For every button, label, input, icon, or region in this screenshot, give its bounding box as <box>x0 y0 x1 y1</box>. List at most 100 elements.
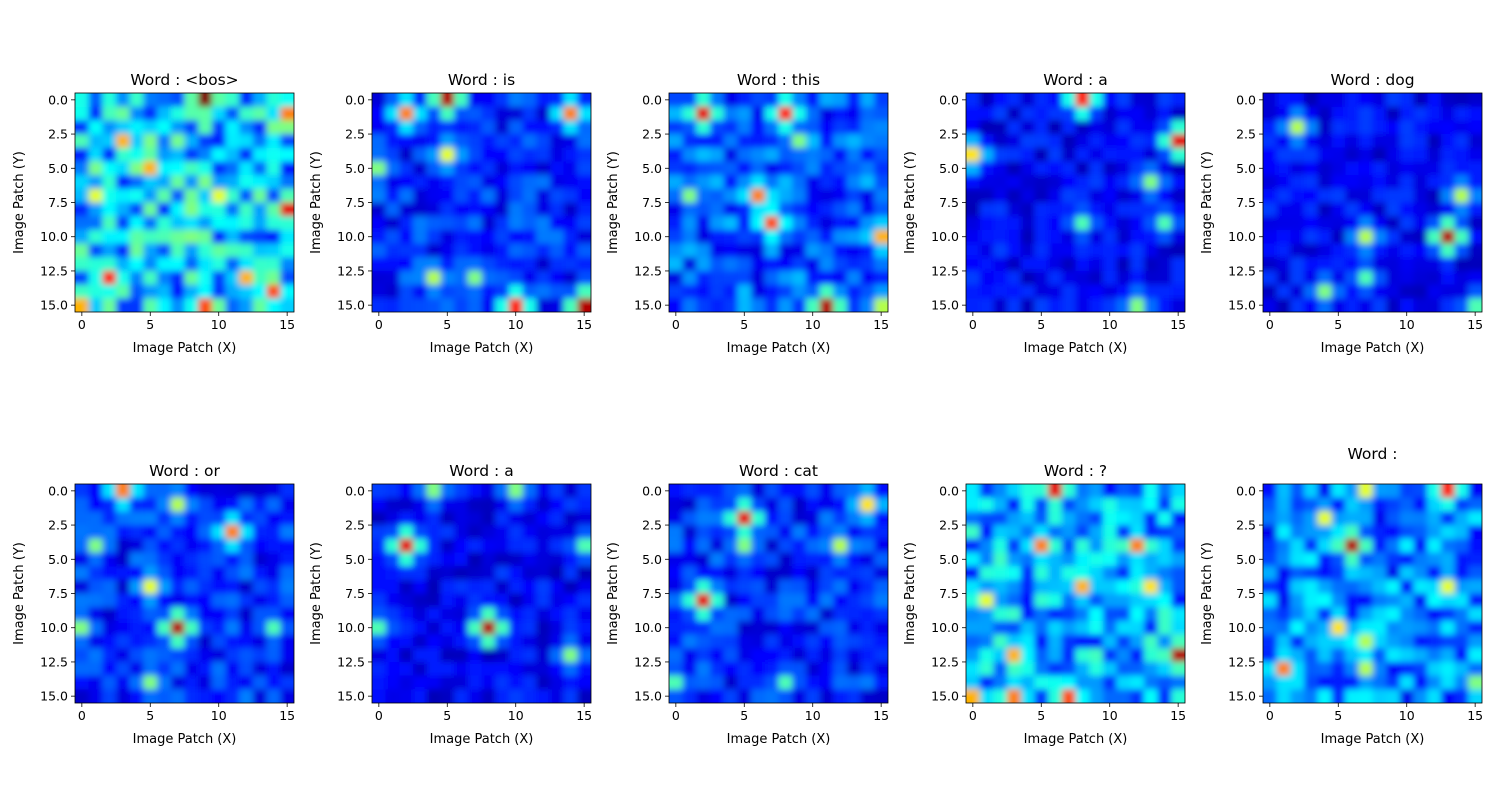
heatmap-cell <box>413 257 428 272</box>
heatmap-cell <box>1399 538 1415 554</box>
heatmap-cell <box>170 689 186 703</box>
heatmap-cell <box>226 312 240 326</box>
heatmap-cell <box>805 689 821 703</box>
heatmap-cell <box>1276 566 1291 581</box>
heatmap-cell <box>1440 538 1456 554</box>
x-tick-label: 15 <box>1170 708 1186 723</box>
heatmap-cell <box>1102 161 1118 176</box>
heatmap-cell <box>683 703 697 717</box>
heatmap-cell <box>966 270 981 286</box>
heatmap-cell <box>1399 120 1415 135</box>
heatmap-cell <box>874 298 888 312</box>
heatmap-cell <box>1089 106 1104 121</box>
heatmap-cell <box>1143 538 1159 554</box>
heatmap-cell <box>682 147 697 163</box>
heatmap-cell <box>1454 134 1469 149</box>
heatmap-cell <box>75 298 90 312</box>
heatmap-cell <box>966 689 981 703</box>
heatmap-cell <box>1482 635 1496 649</box>
heatmap-cell <box>426 593 442 608</box>
heatmap-cell <box>563 120 578 135</box>
heatmap-cell <box>846 298 862 312</box>
heatmap-cell <box>1290 161 1305 176</box>
heatmap-cell <box>577 579 591 595</box>
heatmap-cell <box>993 93 1008 108</box>
heatmap-cell <box>481 607 496 622</box>
heatmap-cell <box>481 175 496 190</box>
heatmap-cell <box>1427 703 1441 717</box>
heatmap-cell <box>372 284 387 299</box>
heatmap-cell <box>413 93 428 108</box>
heatmap-cell <box>993 161 1008 176</box>
heatmap-cell <box>1427 93 1442 94</box>
heatmap-cell <box>1263 497 1264 512</box>
heatmap-cell <box>549 161 565 176</box>
heatmap-cell <box>495 579 510 595</box>
heatmap-cell <box>751 703 765 717</box>
heatmap-cell <box>88 257 103 272</box>
x-tick-label: 10 <box>508 317 524 332</box>
heatmap-cell <box>211 634 227 649</box>
heatmap-cell <box>170 620 186 636</box>
heatmap-cell <box>1034 689 1049 703</box>
x-tick-label: 10 <box>211 317 227 332</box>
heatmap-cell <box>805 675 821 690</box>
heatmap-cell <box>102 257 117 272</box>
heatmap-cell <box>1116 484 1131 499</box>
heatmap-cell <box>372 634 373 649</box>
heatmap-cell <box>1290 497 1305 512</box>
heatmap-cell <box>1386 229 1401 245</box>
heatmap-cell <box>1440 620 1456 636</box>
x-tick-label: 0 <box>672 708 680 723</box>
heatmap-cell <box>1007 93 1022 94</box>
heatmap-cell <box>372 270 387 286</box>
heatmap-cell <box>225 175 240 190</box>
heatmap-cell <box>1020 661 1036 677</box>
heatmap-cell <box>1413 661 1428 677</box>
heatmap-cell <box>266 675 281 690</box>
y-tick-label: 2.5 <box>642 127 662 142</box>
heatmap-cell <box>157 634 172 649</box>
heatmap-cell <box>1317 661 1333 677</box>
heatmap-cell <box>294 285 308 299</box>
heatmap-cell <box>764 298 780 312</box>
heatmap-cell <box>252 634 268 649</box>
heatmap-cell <box>1048 229 1063 245</box>
heatmap-cell <box>1185 189 1199 203</box>
heatmap-cell <box>157 106 172 121</box>
heatmap-cell <box>1345 661 1360 677</box>
x-tick-label: 15 <box>873 317 889 332</box>
heatmap-cell <box>819 120 834 135</box>
heatmap-cell <box>888 621 902 635</box>
heatmap-cell <box>116 106 131 121</box>
heatmap-cell <box>1130 93 1145 94</box>
heatmap-cell <box>1130 607 1145 622</box>
heatmap-cell <box>764 229 780 245</box>
heatmap-cell <box>563 243 578 258</box>
heatmap-cell <box>819 147 834 163</box>
heatmap-cell <box>1290 689 1305 703</box>
heatmap-cell <box>1263 106 1264 121</box>
heatmap-cell <box>184 620 199 636</box>
x-tick-label: 5 <box>146 708 154 723</box>
heatmap-cell <box>1386 607 1401 622</box>
heatmap-cell <box>170 538 186 554</box>
heatmap-cell <box>536 216 551 231</box>
heatmap-cell <box>1386 484 1401 499</box>
heatmap-cell <box>1413 566 1428 581</box>
heatmap-cell <box>696 661 711 677</box>
heatmap-cell <box>1454 552 1469 567</box>
heatmap-cell <box>508 134 524 149</box>
heatmap-cell <box>372 497 373 512</box>
heatmap-cell <box>280 134 294 149</box>
heatmap-cell <box>723 106 739 121</box>
heatmap-cell <box>751 648 766 663</box>
heatmap-cell <box>993 147 1008 163</box>
heatmap-cell <box>508 270 524 286</box>
heatmap-cell <box>1089 689 1104 703</box>
heatmap-cell <box>266 484 281 499</box>
heatmap-cell <box>88 93 103 108</box>
heatmap-cell <box>563 525 578 540</box>
heatmap-cell <box>860 147 875 163</box>
heatmap-cell <box>116 257 131 272</box>
